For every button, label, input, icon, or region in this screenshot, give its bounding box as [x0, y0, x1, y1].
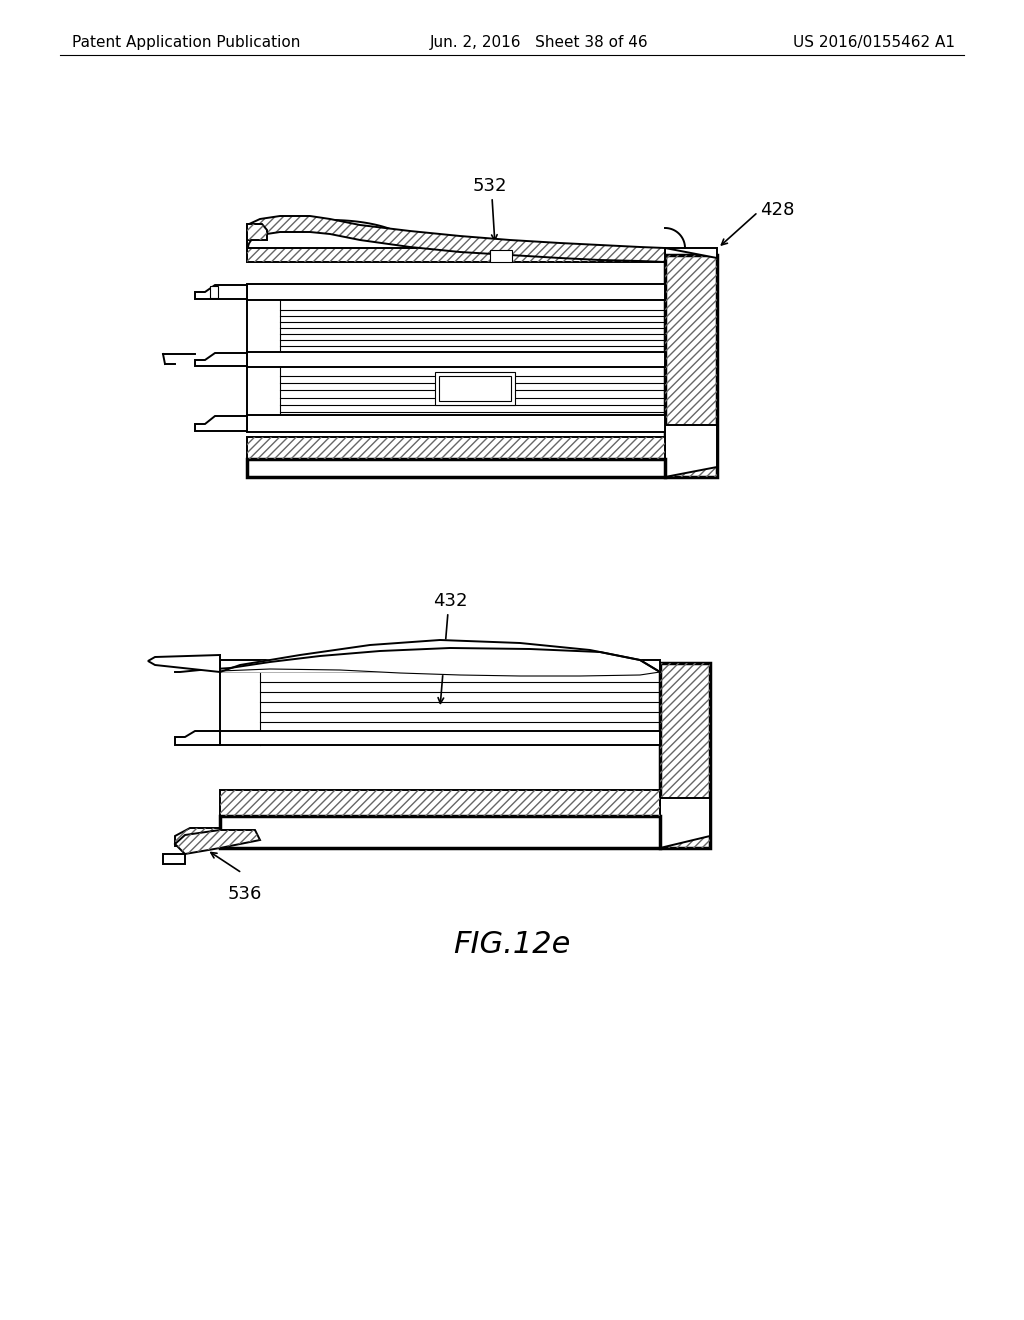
Polygon shape — [247, 216, 665, 261]
Polygon shape — [175, 828, 220, 846]
Polygon shape — [220, 640, 660, 672]
Text: FIG.12e: FIG.12e — [454, 931, 570, 960]
Text: 428: 428 — [760, 201, 795, 219]
Bar — [247, 248, 665, 261]
Bar — [435, 372, 515, 405]
Text: Jun. 2, 2016   Sheet 38 of 46: Jun. 2, 2016 Sheet 38 of 46 — [430, 36, 648, 50]
Text: 536: 536 — [227, 884, 262, 903]
Bar — [660, 663, 710, 847]
Bar — [439, 376, 511, 401]
Bar — [665, 255, 717, 477]
Bar — [490, 249, 512, 261]
Polygon shape — [248, 220, 412, 248]
Bar — [220, 660, 660, 672]
Polygon shape — [665, 248, 717, 257]
Polygon shape — [195, 285, 247, 300]
Bar — [220, 789, 660, 816]
Polygon shape — [665, 425, 717, 477]
Polygon shape — [175, 648, 660, 676]
Bar — [220, 789, 660, 816]
Bar — [210, 286, 218, 298]
Text: Patent Application Publication: Patent Application Publication — [72, 36, 300, 50]
Polygon shape — [148, 655, 220, 672]
Text: 532: 532 — [473, 177, 507, 195]
Bar — [247, 248, 665, 261]
Bar — [247, 352, 665, 367]
Bar — [247, 437, 665, 459]
Bar — [247, 414, 665, 432]
Polygon shape — [195, 416, 247, 432]
Bar — [247, 459, 665, 477]
Polygon shape — [175, 830, 260, 854]
Polygon shape — [660, 799, 710, 847]
Polygon shape — [247, 224, 267, 240]
Bar — [247, 284, 665, 300]
Bar — [665, 255, 717, 477]
Bar — [220, 816, 660, 847]
Bar — [247, 437, 665, 459]
Polygon shape — [175, 731, 220, 744]
Text: 432: 432 — [433, 591, 467, 610]
Bar — [220, 731, 660, 744]
Text: US 2016/0155462 A1: US 2016/0155462 A1 — [793, 36, 955, 50]
Bar — [163, 854, 185, 865]
Polygon shape — [195, 352, 247, 366]
Bar — [660, 663, 710, 847]
